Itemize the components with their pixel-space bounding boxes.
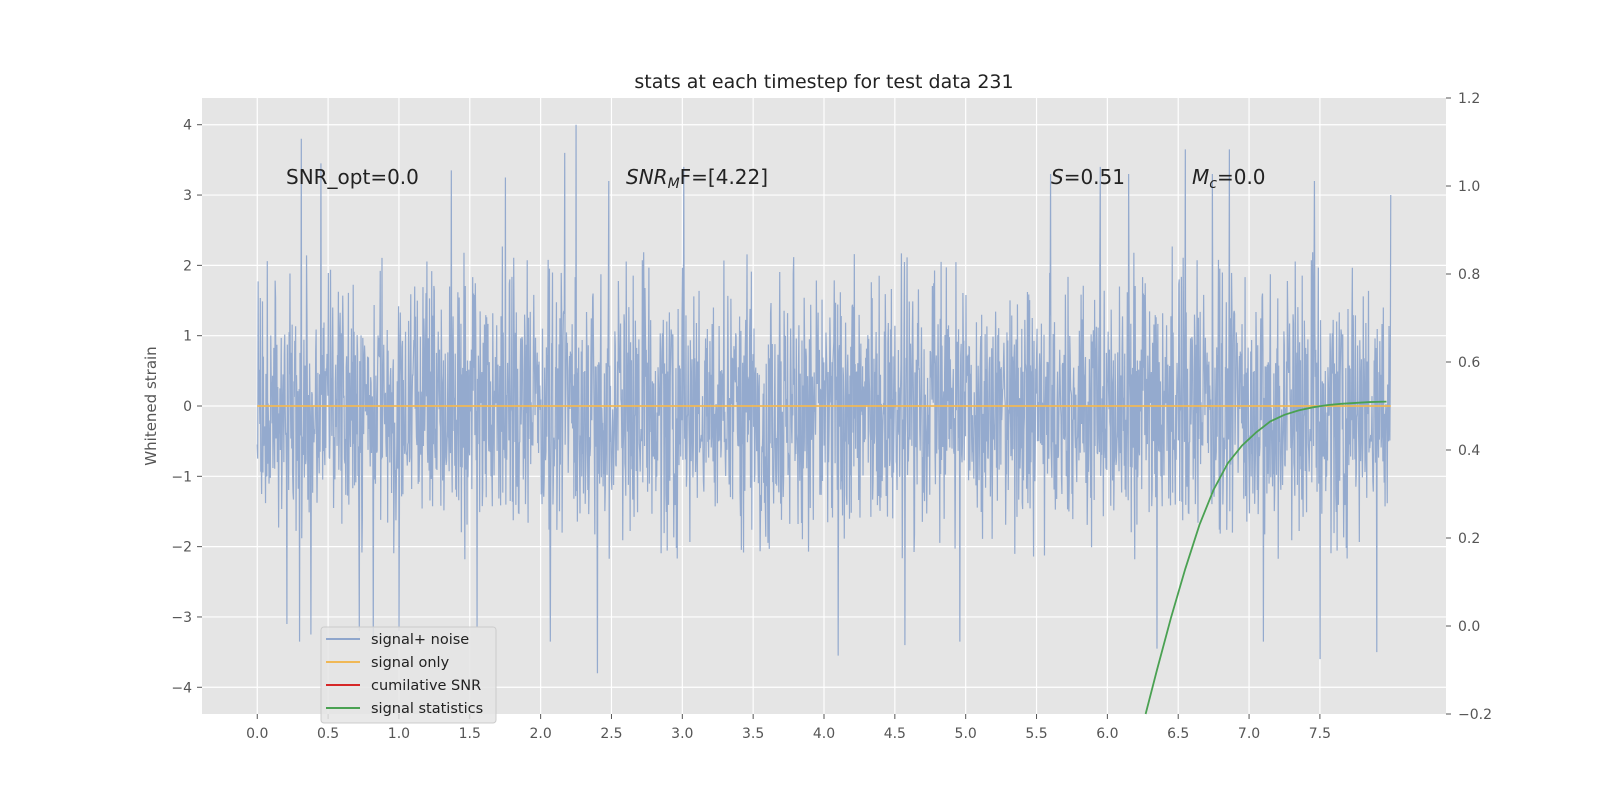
x-tick-label-5: 2.5 <box>600 726 622 742</box>
y-tick-label-6: −2 <box>171 540 192 556</box>
x-tick-label-10: 5.0 <box>955 726 977 742</box>
signal-noise-series <box>256 124 1392 674</box>
annotation-s-rest: =0.51 <box>1064 165 1125 189</box>
annotation-snr-opt: SNR_opt=0.0 <box>286 165 419 189</box>
x-tick-label-2: 1.0 <box>388 726 410 742</box>
y-tick-label-2: 2 <box>183 258 192 274</box>
y-tick-label-5: −1 <box>171 469 192 485</box>
y-tick-label-1: 3 <box>183 188 192 204</box>
line-series <box>257 400 1391 715</box>
y-tick-label-8: −4 <box>171 680 192 696</box>
y-axis-label: Whitened strain <box>142 346 160 465</box>
legend-label-cumilative-snr: cumilative SNR <box>371 678 481 694</box>
annotation-mc-main: M <box>1192 165 1209 189</box>
y2-tick-label-5: 0.2 <box>1458 531 1480 547</box>
legend-label-signal-noise: signal+ noise <box>371 632 469 648</box>
legend-label-signal-statistics: signal statistics <box>371 701 483 717</box>
annotation-mc-rest: =0.0 <box>1217 165 1266 189</box>
y2-tick-label-4: 0.4 <box>1458 443 1480 459</box>
series-signal-noise-path <box>256 124 1392 674</box>
y-tick-label-7: −3 <box>171 610 192 626</box>
x-tick-label-7: 3.5 <box>742 726 764 742</box>
x-tick-label-0: 0.0 <box>246 726 268 742</box>
annotation-s-symbol: S <box>1051 165 1064 189</box>
y2-axis-ticks: 1.2 1.0 0.8 0.6 0.4 0.2 0.0 −0.2 <box>1446 91 1492 723</box>
legend-label-signal-only: signal only <box>371 655 450 671</box>
y2-tick-label-0: 1.2 <box>1458 91 1480 107</box>
annotation-s: S=0.51 <box>1051 165 1125 189</box>
x-tick-label-13: 6.5 <box>1167 726 1189 742</box>
y-axis-ticks: 4 3 2 1 0 −1 −2 −3 −4 <box>171 118 202 696</box>
y-tick-label-4: 0 <box>183 399 192 415</box>
y2-tick-label-1: 1.0 <box>1458 179 1480 195</box>
x-tick-label-3: 1.5 <box>459 726 481 742</box>
legend-box <box>320 626 497 724</box>
series-3-line <box>1144 400 1387 715</box>
x-tick-label-15: 7.5 <box>1309 726 1331 742</box>
y-tick-label-0: 4 <box>183 118 192 134</box>
x-tick-label-4: 2.0 <box>529 726 551 742</box>
x-tick-label-1: 0.5 <box>317 726 339 742</box>
x-tick-label-11: 5.5 <box>1025 726 1047 742</box>
y2-tick-label-6: 0.0 <box>1458 619 1480 635</box>
annotation-mc: Mc=0.0 <box>1192 165 1266 192</box>
annotation-snr-mf: SNRMF=[4.22] <box>626 165 768 192</box>
chart-title: stats at each timestep for test data 231 <box>634 71 1013 93</box>
x-tick-label-8: 4.0 <box>813 726 835 742</box>
x-tick-label-9: 4.5 <box>884 726 906 742</box>
x-tick-label-14: 7.0 <box>1238 726 1260 742</box>
x-tick-label-12: 6.0 <box>1096 726 1118 742</box>
y2-tick-label-3: 0.6 <box>1458 355 1480 371</box>
x-axis-ticks: 0.0 0.5 1.0 1.5 2.0 2.5 3.0 3.5 4.0 4.5 5.0 5.5 6.0 6… <box>246 714 1331 742</box>
legend: signal+ noise signal only cumilative SNR… <box>320 626 497 724</box>
annotation-snr-mf-sub: M <box>668 176 680 192</box>
annotation-mc-sub: c <box>1209 176 1217 192</box>
x-tick-label-6: 3.0 <box>671 726 693 742</box>
y-tick-label-3: 1 <box>183 329 192 345</box>
y2-tick-label-2: 0.8 <box>1458 267 1480 283</box>
annotation-snr-mf-rest: F=[4.22] <box>680 165 768 189</box>
annotation-snr-mf-main: SNR <box>626 165 668 189</box>
y2-tick-label-7: −0.2 <box>1458 707 1492 723</box>
